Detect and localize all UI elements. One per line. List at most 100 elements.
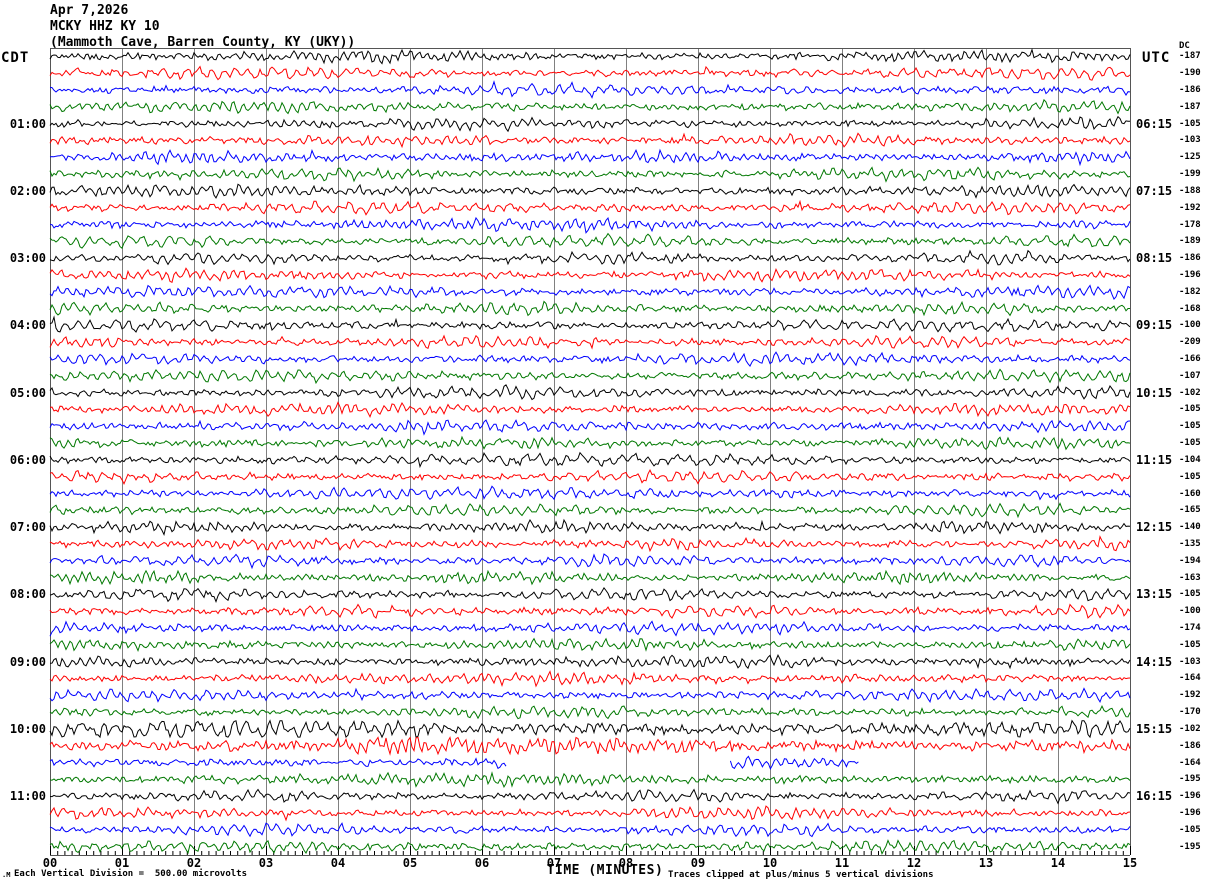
x-tick-label: 01	[114, 856, 130, 870]
dc-offset-value: -178	[1179, 219, 1201, 230]
seismogram-trace-0900-cdt	[49, 654, 1131, 670]
dc-offset-value: -188	[1179, 185, 1201, 196]
dc-offset-value: -192	[1179, 202, 1201, 213]
dc-offset-value: -196	[1179, 791, 1201, 802]
x-tick-label: 04	[330, 856, 346, 870]
dc-offset-value: -209	[1179, 337, 1201, 348]
dc-offset-value: -105	[1179, 824, 1201, 835]
left-hour-label: 08:00	[9, 587, 46, 602]
x-tick-label: 03	[258, 856, 274, 870]
dc-offset-value: -107	[1179, 370, 1201, 381]
seismogram-trace-1130-cdt	[49, 822, 1131, 838]
left-hour-label: 02:00	[9, 183, 46, 198]
dc-offset-value: -105	[1179, 421, 1201, 432]
dc-offset-value: -187	[1179, 101, 1201, 112]
right-hour-label: 06:15	[1136, 116, 1173, 131]
seismogram-trace-0430-cdt	[49, 351, 1131, 368]
x-tick-label: 02	[186, 856, 202, 870]
seismogram-trace-0330-cdt	[49, 284, 1131, 301]
dc-offset-value: -105	[1179, 471, 1201, 482]
dc-offset-value: -164	[1179, 673, 1201, 684]
right-hour-label: 07:15	[1136, 183, 1173, 198]
dc-offset-value: -195	[1179, 774, 1201, 785]
right-hour-label: 15:15	[1136, 721, 1173, 736]
seismogram-trace-0800-cdt	[49, 586, 1131, 604]
seismogram-trace-0715-cdt	[49, 535, 1131, 553]
x-tick-label: 00	[42, 856, 58, 870]
dc-offset-value: -105	[1179, 639, 1201, 650]
dc-offset-value: -100	[1179, 320, 1201, 331]
x-tick-label: 12	[906, 856, 922, 870]
left-timezone-label: CDT	[1, 50, 30, 66]
seismogram-trace-0745-cdt	[49, 569, 1131, 586]
right-hour-label: 13:15	[1136, 587, 1173, 602]
right-timezone-label: UTC	[1142, 50, 1171, 66]
dc-offset-value: -104	[1179, 454, 1201, 465]
dc-offset-value: -100	[1179, 606, 1201, 617]
dc-offset-value: -186	[1179, 740, 1201, 751]
seismogram-trace-0200-cdt	[49, 183, 1131, 199]
dc-offset-value: -194	[1179, 555, 1201, 566]
seismogram-trace-1045-cdt	[49, 771, 1131, 789]
seismogram-trace-0645-cdt	[49, 502, 1131, 519]
seismogram-trace-0515-cdt	[49, 401, 1131, 418]
seismogram-trace-0415-cdt	[49, 334, 1131, 350]
header-station: MCKY HHZ KY 10	[50, 19, 160, 34]
seismogram-trace-0230-cdt	[50, 216, 1131, 234]
dc-offset-value: -196	[1179, 807, 1201, 818]
seismogram-trace-0930-cdt	[49, 687, 1131, 704]
seismogram-trace-0500-cdt	[49, 384, 1131, 401]
dc-offset-value: -105	[1179, 118, 1201, 129]
scale-note: Each Vertical Division = 500.00 microvol…	[14, 869, 247, 879]
seismogram-trace-0830-cdt	[49, 620, 1131, 637]
watermark: .M	[2, 871, 11, 879]
left-hour-label: 04:00	[9, 318, 46, 333]
left-hour-label: 05:00	[9, 385, 46, 400]
left-hour-label: 10:00	[9, 721, 46, 736]
right-hour-label: 14:15	[1136, 654, 1173, 669]
dc-offset-value: -192	[1179, 690, 1201, 701]
dc-offset-value: -195	[1179, 841, 1201, 852]
dc-offset-value: -105	[1179, 589, 1201, 600]
seismogram-trace-0215-cdt	[49, 199, 1131, 216]
seismogram-trace-0845-cdt	[49, 637, 1131, 653]
seismogram-trace-0145-cdt	[49, 166, 1131, 183]
seismogram-trace-0045-cdt	[49, 98, 1131, 115]
x-tick-label: 10	[762, 856, 778, 870]
x-tick-label: 11	[834, 856, 850, 870]
left-hour-label: 01:00	[9, 116, 46, 131]
seismogram-trace-0130-cdt	[49, 148, 1131, 167]
right-hour-label: 08:15	[1136, 251, 1173, 266]
seismogram-trace-0945-cdt	[49, 705, 1131, 720]
left-hour-label: 06:00	[9, 452, 46, 467]
dc-offset-value: -170	[1179, 707, 1201, 718]
seismogram-trace-0030-cdt	[49, 80, 1131, 99]
x-tick-label: 09	[690, 856, 706, 870]
header-date: Apr 7,2026	[50, 3, 129, 18]
x-tick-label: 07	[546, 856, 562, 870]
dc-offset-value: -186	[1179, 85, 1201, 96]
seismogram-trace-0615-cdt	[49, 468, 1131, 486]
seismogram-trace-0530-cdt	[49, 419, 1131, 436]
left-hour-label: 11:00	[9, 789, 46, 804]
x-tick-label: 05	[402, 856, 418, 870]
seismogram-trace-1015-cdt	[49, 736, 1131, 756]
seismogram-trace-1030-cdt	[729, 755, 859, 770]
dc-offset-value: -105	[1179, 438, 1201, 449]
dc-offset-value: -102	[1179, 723, 1201, 734]
dc-offset-value: -165	[1179, 505, 1201, 516]
left-hour-label: 03:00	[9, 251, 46, 266]
dc-offset-value: -168	[1179, 303, 1201, 314]
x-tick-label: 06	[474, 856, 490, 870]
x-tick-label: 15	[1122, 856, 1138, 870]
dc-offset-value: -174	[1179, 623, 1201, 634]
seismogram-trace-0730-cdt	[49, 553, 1131, 570]
dc-offset-value: -103	[1179, 656, 1201, 667]
seismogram-trace-0015-cdt	[49, 65, 1131, 81]
dc-offset-value: -190	[1179, 68, 1201, 79]
seismogram-trace-0400-cdt	[49, 315, 1131, 333]
seismogram-trace-1115-cdt	[49, 805, 1131, 822]
x-tick-label: 13	[978, 856, 994, 870]
